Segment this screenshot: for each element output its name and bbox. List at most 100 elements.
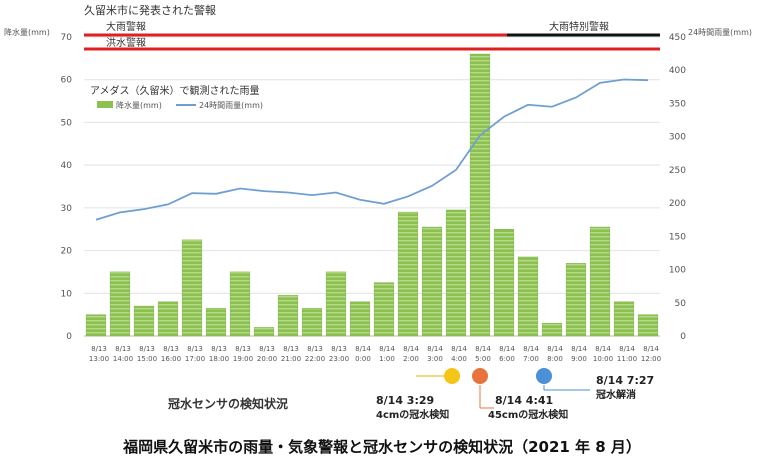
- sensor-event-1-time: 8/14 3:29: [376, 394, 434, 407]
- x-tick-time: 17:00: [185, 355, 205, 363]
- heavy-rain-special-warning-label: 大雨特別警報: [549, 20, 609, 33]
- x-tick-date: 8/14: [523, 345, 539, 353]
- sensor-event-2-dot: [472, 368, 488, 384]
- cumulative-rainfall-line: [95, 78, 649, 221]
- x-tick-date: 8/14: [547, 345, 563, 353]
- legend-bar-label: 降水量(mm): [116, 100, 162, 110]
- rainfall-bar: [325, 271, 347, 337]
- y-left-tick-label: 70: [61, 33, 73, 43]
- rainfall-bar: [445, 209, 467, 337]
- y-right-ticks: 0 50 100 150 200 250 300 350 400 450: [669, 33, 686, 342]
- x-tick-date: 8/13: [115, 345, 131, 353]
- x-tick-date: 8/14: [379, 345, 395, 353]
- sensor-section-title: 冠水センサの検知状況: [168, 396, 288, 411]
- y-left-tick-label: 10: [61, 289, 73, 299]
- legend-bar-swatch: [97, 101, 113, 108]
- x-tick-date: 8/13: [187, 345, 203, 353]
- x-tick-time: 1:00: [379, 355, 395, 363]
- figure-caption: 福岡県久留米市の雨量・気象警報と冠水センサの検知状況（2021 年 8 月）: [123, 438, 641, 456]
- rainfall-bar: [541, 322, 563, 337]
- y-left-tick-label: 0: [66, 332, 72, 342]
- rainfall-bar: [133, 305, 155, 337]
- x-tick-date: 8/13: [331, 345, 347, 353]
- y-right-tick-label: 350: [669, 99, 686, 109]
- rainfall-bar: [205, 307, 227, 337]
- x-tick-date: 8/13: [235, 345, 251, 353]
- x-tick-date: 8/14: [451, 345, 467, 353]
- y-right-tick-label: 300: [669, 133, 686, 143]
- rainfall-bars: [85, 53, 659, 337]
- x-tick-time: 2:00: [403, 355, 419, 363]
- x-tick-time: 6:00: [499, 355, 515, 363]
- sensor-event-3-dot: [536, 368, 552, 384]
- rainfall-bar: [397, 211, 419, 337]
- rainfall-chart: 久留米市に発表された警報 大雨警報 大雨特別警報 洪水警報 降水量(mm) 24…: [4, 3, 752, 421]
- x-tick-date: 8/13: [91, 345, 107, 353]
- rainfall-bar: [469, 53, 491, 337]
- x-tick-date: 8/14: [475, 345, 491, 353]
- x-tick-date: 8/14: [643, 345, 659, 353]
- x-tick-date: 8/14: [427, 345, 443, 353]
- x-tick-time: 3:00: [427, 355, 443, 363]
- x-tick-time: 13:00: [89, 355, 109, 363]
- legend-title: アメダス（久留米）で観測された雨量: [90, 84, 260, 97]
- rainfall-bar: [493, 228, 515, 337]
- x-tick-time: 19:00: [233, 355, 253, 363]
- sensor-event-1-dot: [444, 368, 460, 384]
- x-tick-date: 8/14: [571, 345, 587, 353]
- x-tick-time: 14:00: [113, 355, 133, 363]
- y-left-tick-label: 60: [61, 76, 73, 86]
- y-right-axis-label: 24時間雨量(mm): [688, 28, 752, 37]
- x-tick-date: 8/14: [595, 345, 611, 353]
- sensor-event-1-desc: 4cmの冠水検知: [376, 408, 449, 421]
- y-right-tick-label: 0: [680, 332, 686, 342]
- x-tick-date: 8/14: [619, 345, 635, 353]
- rainfall-bar: [277, 295, 299, 337]
- rainfall-bar: [613, 301, 635, 337]
- y-right-tick-label: 450: [669, 33, 686, 43]
- x-tick-date: 8/14: [403, 345, 419, 353]
- rainfall-bar: [589, 226, 611, 337]
- rainfall-bar: [373, 282, 395, 337]
- x-tick-time: 22:00: [305, 355, 325, 363]
- rainfall-bar: [181, 239, 203, 337]
- x-tick-time: 18:00: [209, 355, 229, 363]
- x-tick-time: 16:00: [161, 355, 181, 363]
- cumulative-line: [95, 78, 649, 221]
- x-tick-time: 4:00: [451, 355, 467, 363]
- x-tick-time: 12:00: [641, 355, 661, 363]
- y-right-tick-label: 100: [669, 266, 686, 276]
- x-tick-time: 11:00: [617, 355, 637, 363]
- x-tick-time: 5:00: [475, 355, 491, 363]
- x-tick-date: 8/13: [211, 345, 227, 353]
- y-right-tick-label: 250: [669, 166, 686, 176]
- x-tick-time: 15:00: [137, 355, 157, 363]
- x-tick-time: 20:00: [257, 355, 277, 363]
- x-tick-date: 8/13: [163, 345, 179, 353]
- rainfall-bar: [229, 271, 251, 337]
- rainfall-bar: [349, 301, 371, 337]
- grid: [84, 36, 660, 337]
- rainfall-bar: [85, 314, 107, 337]
- x-tick-time: 23:00: [329, 355, 349, 363]
- y-left-ticks: 0 10 20 30 40 50 60 70: [61, 33, 73, 342]
- sensor-event-3-desc: 冠水解消: [596, 388, 636, 401]
- warnings-title: 久留米市に発表された警報: [84, 3, 216, 17]
- x-ticks: 8/13 13:00 8/13 14:00 8/13 15:00 8/13 16:00 8/13…: [89, 345, 661, 363]
- x-tick-time: 8:00: [547, 355, 563, 363]
- x-tick-date: 8/13: [139, 345, 155, 353]
- x-tick-date: 8/13: [259, 345, 275, 353]
- y-right-tick-label: 150: [669, 232, 686, 242]
- legend-line-label: 24時間雨量(mm): [199, 101, 263, 110]
- x-tick-time: 21:00: [281, 355, 301, 363]
- x-tick-time: 9:00: [571, 355, 587, 363]
- y-right-tick-label: 200: [669, 199, 686, 209]
- x-tick-time: 7:00: [523, 355, 539, 363]
- y-left-tick-label: 50: [61, 118, 73, 128]
- x-tick-date: 8/13: [283, 345, 299, 353]
- heavy-rain-warning-label: 大雨警報: [106, 20, 146, 33]
- sensor-event-2-time: 8/14 4:41: [495, 394, 553, 407]
- rainfall-bar: [301, 307, 323, 337]
- y-right-tick-label: 400: [669, 66, 686, 76]
- rainfall-bar: [421, 226, 443, 337]
